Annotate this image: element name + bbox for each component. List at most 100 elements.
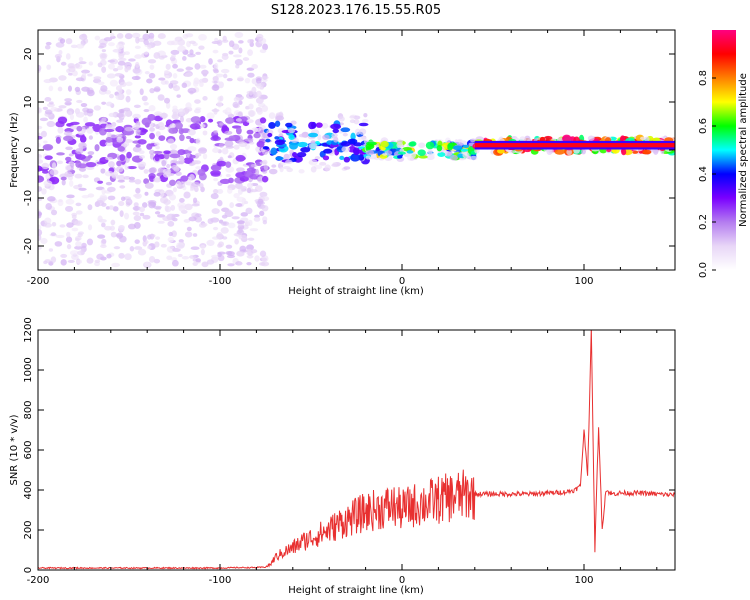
spectrogram-cell xyxy=(253,216,261,222)
spectrogram-cell xyxy=(237,77,244,82)
spectrogram-cell xyxy=(169,143,178,150)
spectrogram-cell xyxy=(87,151,95,156)
spectrogram-cell xyxy=(117,60,126,66)
spectrogram-cell xyxy=(244,170,254,178)
spectrogram-cell xyxy=(322,155,330,161)
spectrogram-cell xyxy=(51,162,57,170)
spectrogram-cell xyxy=(38,153,43,160)
spectrogram-cell xyxy=(519,136,526,143)
spectrogram-cell xyxy=(249,189,258,193)
spectrogram-cell xyxy=(171,230,177,238)
spectrogram-cell xyxy=(143,102,149,106)
spectrogram-cells xyxy=(38,31,675,269)
spectrogram-cell xyxy=(132,113,141,119)
spectrogram-cell xyxy=(169,153,181,159)
spectrogram-cell xyxy=(417,149,426,157)
spectrogram-cell xyxy=(63,135,74,142)
spectrogram-cell xyxy=(255,168,260,176)
spectrogram-cell xyxy=(169,193,176,201)
spectrogram-cell xyxy=(75,77,85,82)
spectrogram-cell xyxy=(97,215,103,223)
spectrogram-cell xyxy=(179,198,185,203)
spectrogram-cell xyxy=(119,210,124,218)
spectrogram-cell xyxy=(187,146,197,152)
spectrogram-cell xyxy=(195,166,202,170)
spectrogram-cell xyxy=(343,156,351,163)
spectrogram-cell xyxy=(154,142,160,147)
spectrogram-cell xyxy=(160,243,167,248)
spectrogram-cell xyxy=(460,148,469,152)
spectrogram-cell xyxy=(331,133,338,138)
colorbar-tick-label: 0.4 xyxy=(698,166,709,182)
spectrogram-cell xyxy=(190,116,201,124)
spectrogram-cell xyxy=(94,35,101,41)
spectrogram-cell xyxy=(74,220,83,226)
spectrogram-cell xyxy=(212,147,220,153)
spectrogram-cell xyxy=(86,108,94,114)
spectrogram-cell xyxy=(45,203,52,210)
spectrogram-cell xyxy=(275,156,284,161)
spectrogram-cell xyxy=(141,128,148,133)
spectrogram-cell xyxy=(81,194,90,199)
spectrogram-cell xyxy=(105,123,113,128)
spectrogram-cell xyxy=(64,98,73,102)
colorbar-tick-label: 0.6 xyxy=(698,118,709,134)
spectrogram-cell xyxy=(216,39,223,46)
spectrogram-cell xyxy=(163,97,171,104)
spectrogram-cell xyxy=(142,235,147,242)
spectrogram-cell xyxy=(106,131,112,137)
spectrogram-cell xyxy=(153,205,162,210)
spectrogram-cell xyxy=(51,222,57,227)
spectrogram-cell xyxy=(248,103,254,110)
spectrogram-cell xyxy=(261,76,269,80)
spectrogram-cell xyxy=(235,118,242,122)
spectrogram-cell xyxy=(132,124,141,130)
spectrogram-cell xyxy=(55,234,65,239)
spectrogram-cell xyxy=(93,105,102,111)
spectrogram-cell xyxy=(95,199,105,207)
spectrogram-cell xyxy=(447,151,453,156)
spectrogram-cell xyxy=(60,253,68,258)
spectrogram-cell xyxy=(38,224,42,231)
spectrogram-cell xyxy=(59,38,66,44)
spectrogram-cell xyxy=(256,108,263,115)
spectrogram-cell xyxy=(224,140,234,148)
spectrogram-cell xyxy=(105,136,113,143)
spectrogram-cell xyxy=(321,122,329,129)
spectrogram-cell xyxy=(110,32,115,37)
spectrogram-cell xyxy=(235,127,242,135)
spectrogram-cell xyxy=(246,248,252,253)
spectrogram-cell xyxy=(78,61,87,65)
spectrogram-cell xyxy=(133,246,143,250)
spectrogram-cell xyxy=(206,112,215,120)
spectrogram-cell xyxy=(154,153,160,162)
spectrogram-cell xyxy=(164,80,169,85)
spectrogram-cell xyxy=(172,105,178,110)
spectrogram-cell xyxy=(256,140,265,148)
spectrogram-cell xyxy=(242,57,250,61)
spectrogram-cell xyxy=(38,159,44,164)
spectrogram-cell xyxy=(308,121,316,130)
spectrogram-cell xyxy=(106,186,116,193)
spectrogram-cell xyxy=(189,49,194,56)
spectrogram-cell xyxy=(116,136,124,143)
spectrogram-cell xyxy=(112,48,122,53)
spectrogram-cell xyxy=(82,174,89,179)
snr-x-ticks: -200 -100 0 100 xyxy=(27,330,658,586)
spectrogram-cell xyxy=(78,187,87,191)
spectrogram-cell xyxy=(235,154,246,162)
spectrogram-cell xyxy=(166,255,173,261)
spectrogram-cell xyxy=(340,141,351,147)
spectrogram-cell xyxy=(84,122,96,127)
spectrogram-cell xyxy=(221,147,229,155)
spectrogram-cell xyxy=(258,37,267,44)
spectrogram-cell xyxy=(97,180,104,184)
spectrogram-cell xyxy=(68,72,73,76)
spectrogram-cell xyxy=(319,161,327,166)
spectrogram-cell xyxy=(163,199,171,205)
spectrogram-cell xyxy=(81,86,90,92)
spectrogram-cell xyxy=(246,187,252,194)
spectrogram-cell xyxy=(40,130,47,138)
spectrogram-cell xyxy=(143,178,150,185)
